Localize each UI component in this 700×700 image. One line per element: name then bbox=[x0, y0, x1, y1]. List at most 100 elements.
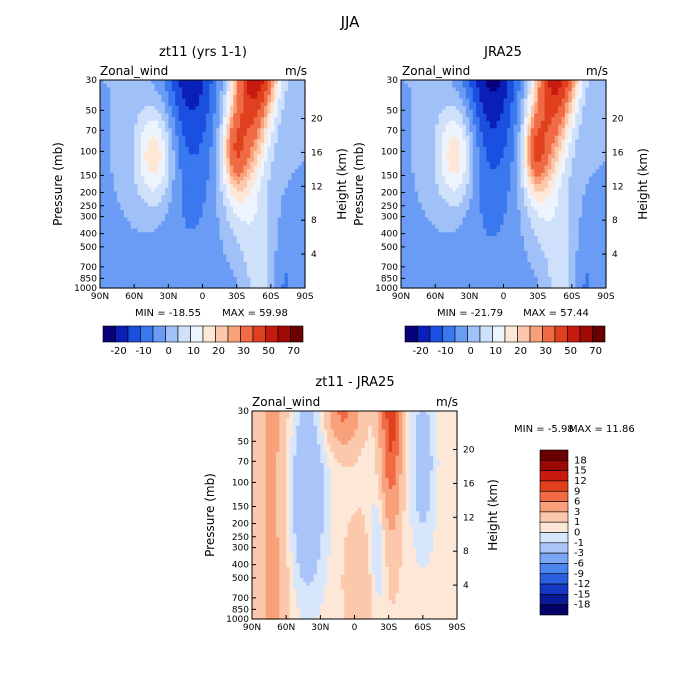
heatmap-cell bbox=[130, 161, 135, 167]
heatmap-cell bbox=[113, 150, 118, 155]
heatmap-cell bbox=[137, 184, 142, 189]
heatmap-cell bbox=[141, 239, 146, 245]
heatmap-cell bbox=[291, 94, 296, 100]
heatmap-cell bbox=[219, 154, 224, 159]
heatmap-cell bbox=[472, 106, 477, 111]
heatmap-cell bbox=[205, 132, 210, 137]
heatmap-cell bbox=[479, 169, 484, 174]
heatmap-cell bbox=[544, 109, 549, 115]
heatmap-cell bbox=[147, 128, 152, 133]
heatmap-cell bbox=[151, 91, 156, 96]
heatmap-cell bbox=[134, 280, 139, 285]
heatmap-cell bbox=[158, 109, 163, 115]
heatmap-cell bbox=[414, 165, 419, 170]
heatmap-cell bbox=[219, 143, 224, 148]
heatmap-cell bbox=[219, 206, 224, 211]
heatmap-cell bbox=[195, 128, 200, 133]
heatmap-cell bbox=[294, 176, 299, 181]
heatmap-cell bbox=[199, 161, 204, 167]
heatmap-cell bbox=[171, 265, 176, 271]
heatmap-cell bbox=[291, 262, 296, 267]
heatmap-cell bbox=[551, 102, 556, 107]
heatmap-cell bbox=[284, 262, 289, 267]
heatmap-cell bbox=[558, 165, 563, 170]
heatmap-cell bbox=[168, 120, 173, 126]
heatmap-cell bbox=[575, 102, 580, 107]
heatmap-cell bbox=[401, 158, 406, 163]
heatmap-cell bbox=[438, 124, 443, 129]
heatmap-cell bbox=[448, 109, 453, 115]
heatmap-cell bbox=[465, 161, 470, 167]
heatmap-cell bbox=[144, 221, 149, 226]
heatmap-cell bbox=[298, 217, 303, 222]
heatmap-cell bbox=[578, 83, 583, 89]
heatmap-cell bbox=[168, 106, 173, 111]
heatmap-cell bbox=[520, 94, 525, 100]
heatmap-cell bbox=[144, 165, 149, 170]
heatmap-cell bbox=[513, 158, 518, 163]
heatmap-cell bbox=[469, 154, 474, 159]
heatmap-cell bbox=[291, 195, 296, 200]
heatmap-cell bbox=[182, 113, 187, 118]
heatmap-cell bbox=[541, 146, 546, 152]
heatmap-cell bbox=[192, 254, 197, 259]
heatmap-cell bbox=[520, 113, 525, 118]
heatmap-cell bbox=[106, 243, 111, 248]
heatmap-cell bbox=[602, 169, 607, 174]
heatmap-cell bbox=[127, 217, 132, 222]
heatmap-cell bbox=[414, 128, 419, 133]
heatmap-cell bbox=[154, 250, 159, 256]
heatmap-cell bbox=[161, 135, 166, 141]
heatmap-cell bbox=[106, 102, 111, 107]
heatmap-cell bbox=[195, 280, 200, 285]
heatmap-cell bbox=[257, 217, 262, 222]
heatmap-cell bbox=[455, 150, 460, 155]
heatmap-cell bbox=[164, 124, 169, 129]
heatmap-cell bbox=[103, 113, 108, 118]
heatmap-cell bbox=[496, 117, 501, 122]
heatmap-cell bbox=[250, 202, 255, 207]
heatmap-cell bbox=[164, 280, 169, 285]
heatmap-cell bbox=[233, 213, 238, 219]
heatmap-cell bbox=[554, 139, 559, 144]
heatmap-cell bbox=[301, 210, 306, 215]
heatmap-cell bbox=[219, 262, 224, 267]
heatmap-cell bbox=[558, 113, 563, 118]
heatmap-cell bbox=[147, 98, 152, 103]
heatmap-cell bbox=[459, 135, 464, 141]
heatmap-cell bbox=[287, 236, 292, 241]
heatmap-cell bbox=[246, 232, 251, 237]
heatmap-cell bbox=[216, 221, 221, 226]
heatmap-cell bbox=[236, 224, 241, 230]
heatmap-cell bbox=[130, 120, 135, 126]
heatmap-cell bbox=[527, 169, 532, 174]
heatmap-cell bbox=[469, 124, 474, 129]
heatmap-cell bbox=[151, 191, 156, 196]
heatmap-cell bbox=[106, 247, 111, 252]
heatmap-cell bbox=[151, 250, 156, 256]
heatmap-cell bbox=[113, 102, 118, 107]
heatmap-cell bbox=[195, 210, 200, 215]
heatmap-cell bbox=[161, 113, 166, 118]
heatmap-cell bbox=[175, 273, 180, 278]
heatmap-cell bbox=[438, 83, 443, 89]
heatmap-cell bbox=[274, 247, 279, 252]
heatmap-cell bbox=[216, 210, 221, 215]
heatmap-cell bbox=[175, 280, 180, 285]
heatmap-cell bbox=[524, 128, 529, 133]
heatmap-cell bbox=[185, 276, 190, 282]
heatmap-cell bbox=[462, 106, 467, 111]
heatmap-cell bbox=[435, 124, 440, 129]
heatmap-cell bbox=[554, 132, 559, 137]
heatmap-cell bbox=[144, 80, 149, 85]
heatmap-cell bbox=[571, 113, 576, 118]
heatmap-cell bbox=[175, 146, 180, 152]
heatmap-cell bbox=[599, 83, 604, 89]
heatmap-cell bbox=[298, 232, 303, 237]
heatmap-cell bbox=[270, 94, 275, 100]
heatmap-cell bbox=[154, 243, 159, 248]
heatmap-cell bbox=[448, 102, 453, 107]
heatmap-cell bbox=[182, 158, 187, 163]
heatmap-cell bbox=[281, 202, 286, 207]
heatmap-cell bbox=[257, 80, 262, 85]
